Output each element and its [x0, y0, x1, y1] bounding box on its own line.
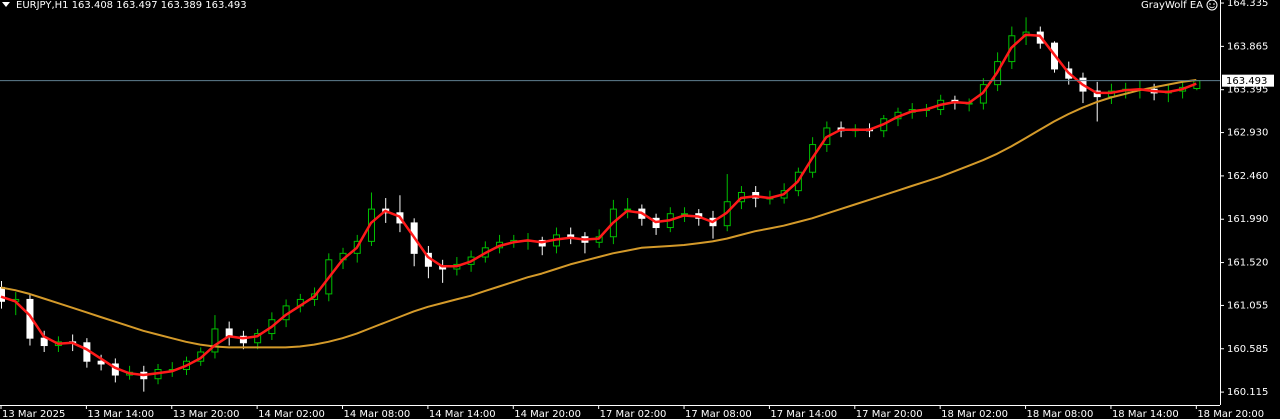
menu-arrow[interactable] — [2, 2, 10, 7]
expert-smiley[interactable] — [1206, 0, 1218, 11]
candle-body — [254, 333, 262, 344]
candle-body — [0, 286, 5, 302]
x-tick-label: 17 Mar 08:00 — [685, 409, 752, 419]
x-tick-label: 14 Mar 20:00 — [514, 409, 581, 419]
x-tick-label: 17 Mar 14:00 — [770, 409, 837, 419]
candle-body — [97, 360, 105, 365]
plot-area — [0, 17, 1201, 392]
y-tick-label: 160.585 — [1227, 344, 1268, 355]
x-tick-label: 14 Mar 02:00 — [258, 409, 325, 419]
y-tick-label: 164.335 — [1227, 0, 1268, 9]
current-price-label: 163.493 — [1226, 76, 1267, 87]
x-tick-label: 17 Mar 02:00 — [600, 409, 667, 419]
x-tick-label: 14 Mar 14:00 — [429, 409, 496, 419]
y-tick-label: 163.395 — [1227, 85, 1268, 96]
y-tick-label: 162.930 — [1227, 128, 1268, 139]
x-tick-label: 13 Mar 2025 — [2, 409, 65, 419]
x-tick-label: 17 Mar 20:00 — [856, 409, 923, 419]
chart-title: EURJPY,H1 163.408 163.497 163.389 163.49… — [16, 0, 247, 11]
x-tick-label: 18 Mar 02:00 — [941, 409, 1008, 419]
candle-body — [211, 328, 219, 353]
x-tick-label: 18 Mar 08:00 — [1027, 409, 1094, 419]
y-tick-label: 161.520 — [1227, 258, 1268, 269]
candle-body — [239, 335, 247, 344]
current-price-box — [1222, 74, 1274, 87]
x-tick-label: 14 Mar 08:00 — [344, 409, 411, 419]
y-tick-label: 161.990 — [1227, 214, 1268, 225]
candle-body — [40, 337, 48, 347]
x-tick-label: 18 Mar 20:00 — [1197, 409, 1264, 419]
x-tick-label: 13 Mar 14:00 — [87, 409, 154, 419]
moving-average-line — [0, 79, 1197, 349]
candle-body — [567, 234, 575, 238]
y-tick-label: 160.115 — [1227, 387, 1268, 398]
y-tick-label: 161.055 — [1227, 300, 1268, 311]
y-tick-label: 163.865 — [1227, 41, 1268, 52]
moving-average-line — [0, 33, 1197, 377]
x-tick-label: 13 Mar 20:00 — [173, 409, 240, 419]
x-tick-label: 18 Mar 14:00 — [1112, 409, 1179, 419]
expert-name: GrayWolf EA — [1141, 0, 1203, 11]
y-tick-label: 162.460 — [1227, 171, 1268, 182]
